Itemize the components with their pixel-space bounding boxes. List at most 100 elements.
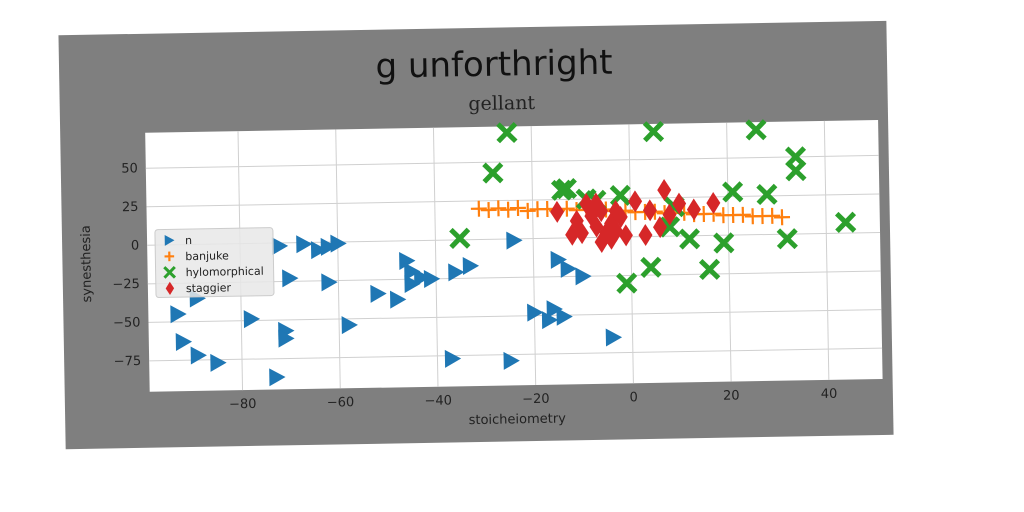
point-staggier bbox=[706, 192, 721, 215]
series-n bbox=[170, 231, 623, 387]
point-staggier bbox=[618, 224, 633, 247]
point-staggier bbox=[565, 223, 580, 246]
point-n bbox=[170, 305, 187, 324]
point-banjuke bbox=[519, 202, 536, 219]
point-n bbox=[399, 251, 416, 270]
point-banjuke bbox=[480, 202, 497, 219]
point-staggier bbox=[569, 209, 584, 232]
point-n bbox=[296, 235, 313, 254]
point-n bbox=[370, 284, 387, 303]
point-n bbox=[341, 316, 358, 335]
point-staggier bbox=[613, 205, 628, 228]
legend-label-n: n bbox=[185, 234, 192, 247]
point-banjuke bbox=[470, 200, 487, 217]
point-n bbox=[321, 273, 338, 292]
point-n bbox=[414, 268, 431, 287]
point-hylomorphical bbox=[482, 162, 504, 184]
grid-line-y bbox=[145, 154, 879, 169]
legend-label-hylomorphical: hylomorphical bbox=[186, 265, 264, 279]
point-staggier bbox=[662, 203, 677, 226]
grid-line-x bbox=[335, 129, 341, 389]
x-tick-label: 40 bbox=[821, 387, 838, 402]
point-n bbox=[320, 237, 338, 256]
point-n bbox=[389, 290, 407, 309]
point-n bbox=[556, 307, 573, 326]
point-staggier bbox=[653, 216, 668, 239]
point-n bbox=[546, 300, 563, 319]
grid-line-x bbox=[530, 126, 537, 386]
point-n bbox=[190, 346, 207, 365]
point-hylomorphical bbox=[449, 227, 471, 249]
data-marks bbox=[170, 119, 857, 387]
point-n bbox=[448, 263, 465, 282]
point-n bbox=[243, 310, 261, 329]
point-n bbox=[404, 262, 421, 281]
point-n bbox=[462, 257, 480, 275]
x-tick-label: −20 bbox=[522, 392, 550, 407]
x-axis-label: stoicheiometry bbox=[469, 411, 567, 428]
point-banjuke bbox=[509, 199, 526, 217]
y-tick-label: −50 bbox=[113, 316, 141, 331]
point-hylomorphical bbox=[555, 177, 578, 200]
x-tick-label: −80 bbox=[229, 397, 257, 412]
point-staggier bbox=[628, 190, 643, 213]
point-n bbox=[506, 231, 523, 250]
y-tick-label: 25 bbox=[122, 200, 139, 215]
legend-box bbox=[154, 227, 275, 299]
y-tick-label: 0 bbox=[131, 238, 140, 253]
y-tick-label: −75 bbox=[114, 354, 142, 369]
point-n bbox=[310, 241, 328, 260]
point-n bbox=[210, 353, 227, 372]
point-hylomorphical bbox=[496, 121, 518, 144]
point-n bbox=[503, 351, 520, 370]
y-tick-label: −25 bbox=[112, 277, 140, 292]
point-n bbox=[527, 303, 544, 322]
point-hylomorphical bbox=[834, 211, 857, 233]
point-n bbox=[550, 250, 567, 269]
point-n bbox=[605, 328, 623, 347]
chart-subtitle: gellant bbox=[468, 92, 535, 115]
tick-labels: −80 −60 −40 −20 0 20 40 50 25 0 −25 −50 −75 bbox=[112, 161, 838, 412]
point-hylomorphical bbox=[713, 232, 735, 254]
point-hylomorphical bbox=[616, 272, 638, 294]
point-n bbox=[282, 269, 299, 288]
point-banjuke bbox=[764, 207, 781, 224]
point-staggier bbox=[594, 230, 609, 253]
point-staggier bbox=[657, 179, 672, 202]
point-banjuke bbox=[734, 206, 751, 223]
legend-label-staggier: staggier bbox=[186, 281, 232, 295]
x-tick-label: 0 bbox=[629, 390, 638, 405]
x-tick-label: −60 bbox=[327, 395, 355, 410]
point-banjuke bbox=[490, 200, 507, 217]
point-staggier bbox=[642, 199, 657, 222]
chart-title: g unforthright bbox=[375, 43, 613, 87]
point-n bbox=[271, 237, 289, 256]
point-n bbox=[175, 332, 193, 351]
point-n bbox=[575, 267, 592, 286]
point-staggier bbox=[672, 192, 687, 215]
grid-line-y bbox=[146, 193, 880, 208]
point-staggier bbox=[686, 198, 701, 221]
legend: n banjuke hylomorphical staggier bbox=[154, 227, 275, 299]
grid-line-x bbox=[432, 127, 439, 387]
legend-marker-hylomorphical bbox=[163, 265, 177, 279]
point-hylomorphical bbox=[659, 216, 681, 238]
point-hylomorphical bbox=[722, 181, 744, 203]
grid-line-x bbox=[628, 124, 634, 384]
point-staggier bbox=[638, 224, 653, 247]
point-n bbox=[541, 311, 559, 330]
series-staggier bbox=[550, 179, 721, 253]
point-staggier bbox=[589, 192, 604, 215]
point-hylomorphical bbox=[698, 258, 721, 281]
point-hylomorphical bbox=[756, 183, 778, 206]
point-hylomorphical bbox=[640, 256, 662, 279]
point-hylomorphical bbox=[785, 160, 807, 182]
legend-marker-staggier bbox=[165, 281, 175, 295]
legend-marker-banjuke bbox=[164, 251, 175, 262]
point-n bbox=[560, 259, 577, 278]
point-n bbox=[269, 368, 286, 387]
point-n bbox=[423, 270, 441, 289]
point-hylomorphical bbox=[784, 146, 807, 168]
y-axis-label: synesthesia bbox=[79, 225, 95, 302]
x-tick-label: −40 bbox=[424, 393, 452, 408]
